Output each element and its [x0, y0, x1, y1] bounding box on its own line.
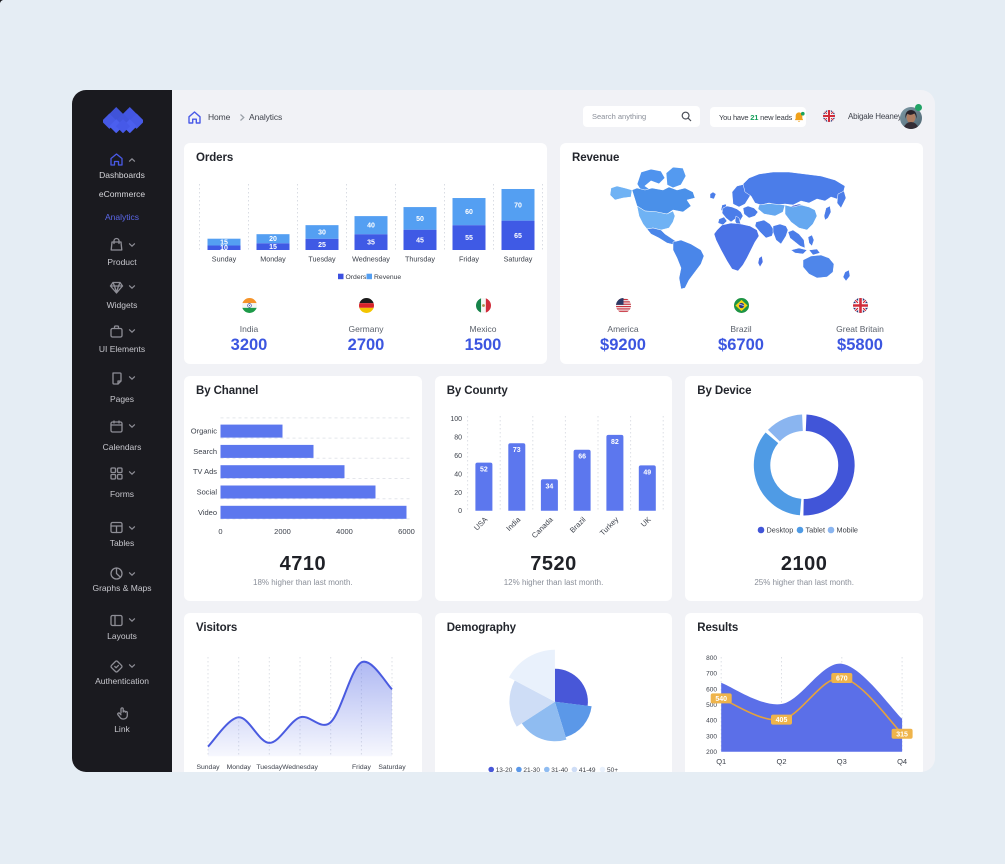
svg-text:13-20: 13-20 [495, 767, 512, 772]
svg-text:Social: Social [197, 488, 218, 497]
svg-text:60: 60 [465, 209, 473, 216]
svg-text:Q3: Q3 [837, 757, 847, 766]
svg-text:100: 100 [450, 416, 462, 423]
svg-text:400: 400 [706, 718, 717, 725]
svg-text:35: 35 [367, 240, 375, 247]
svg-text:55: 55 [465, 235, 473, 242]
svg-text:41-49: 41-49 [579, 767, 596, 772]
svg-text:21-30: 21-30 [523, 767, 540, 772]
svg-text:45: 45 [416, 237, 424, 244]
svg-text:500: 500 [706, 702, 717, 709]
svg-text:80: 80 [454, 434, 462, 441]
svg-text:Mobile: Mobile [837, 526, 859, 535]
svg-text:Saturday: Saturday [504, 255, 533, 264]
svg-text:300: 300 [706, 733, 717, 740]
svg-text:Saturday: Saturday [378, 764, 406, 771]
svg-text:20: 20 [454, 490, 462, 497]
svg-text:Sunday: Sunday [212, 255, 237, 264]
svg-text:Friday: Friday [352, 764, 371, 771]
svg-text:Organic: Organic [191, 427, 218, 436]
svg-text:UK: UK [639, 515, 653, 529]
svg-text:50+: 50+ [607, 767, 618, 772]
svg-text:405: 405 [776, 717, 788, 724]
svg-text:50: 50 [416, 216, 424, 223]
svg-text:Tuesday: Tuesday [256, 764, 282, 771]
svg-text:Brazil: Brazil [568, 515, 588, 535]
svg-text:Monday: Monday [227, 764, 252, 771]
svg-text:4000: 4000 [336, 527, 353, 536]
svg-text:Tuesday: Tuesday [308, 255, 336, 264]
svg-text:Turkey: Turkey [598, 515, 621, 538]
svg-text:65: 65 [514, 233, 522, 240]
svg-text:52: 52 [480, 467, 488, 474]
svg-text:Q4: Q4 [897, 757, 907, 766]
svg-text:TV Ads: TV Ads [193, 467, 217, 476]
svg-text:700: 700 [706, 671, 717, 678]
svg-text:Canada: Canada [530, 514, 556, 540]
svg-text:670: 670 [836, 676, 848, 683]
svg-text:Thursday: Thursday [405, 255, 435, 264]
svg-text:70: 70 [514, 202, 522, 209]
svg-text:600: 600 [706, 686, 717, 693]
svg-text:Friday: Friday [459, 255, 479, 264]
svg-text:40: 40 [367, 223, 375, 230]
svg-text:60: 60 [454, 453, 462, 460]
svg-text:Q1: Q1 [716, 757, 726, 766]
svg-text:India: India [504, 514, 522, 532]
svg-text:Sunday: Sunday [196, 764, 220, 771]
svg-text:10: 10 [220, 245, 228, 252]
svg-text:73: 73 [513, 447, 521, 454]
svg-text:31-40: 31-40 [551, 767, 568, 772]
svg-text:Q2: Q2 [777, 757, 787, 766]
svg-text:15: 15 [269, 244, 277, 251]
svg-text:40: 40 [454, 471, 462, 478]
svg-text:82: 82 [611, 439, 619, 446]
svg-text:15: 15 [220, 240, 228, 247]
svg-text:USA: USA [472, 515, 489, 532]
svg-text:Tablet: Tablet [806, 526, 825, 535]
svg-text:800: 800 [706, 655, 717, 662]
svg-text:540: 540 [716, 696, 728, 703]
svg-text:Video: Video [198, 508, 217, 517]
svg-text:200: 200 [706, 749, 717, 756]
svg-text:30: 30 [318, 229, 326, 236]
svg-text:20: 20 [269, 236, 277, 243]
svg-text:Desktop: Desktop [767, 526, 794, 535]
svg-text:25: 25 [318, 242, 326, 249]
svg-text:Wednesday: Wednesday [352, 255, 390, 264]
svg-text:Orders: Orders [346, 274, 367, 281]
svg-text:66: 66 [578, 454, 586, 461]
svg-text:315: 315 [897, 731, 909, 738]
svg-text:Wednesday: Wednesday [282, 764, 318, 771]
svg-text:49: 49 [643, 469, 651, 476]
svg-text:34: 34 [545, 483, 553, 490]
svg-text:Monday: Monday [260, 255, 286, 264]
svg-text:0: 0 [218, 527, 222, 536]
svg-text:0: 0 [458, 508, 462, 515]
svg-text:6000: 6000 [398, 527, 415, 536]
svg-text:2000: 2000 [274, 527, 291, 536]
svg-text:Revenue: Revenue [374, 274, 401, 281]
svg-text:Search: Search [193, 447, 217, 456]
